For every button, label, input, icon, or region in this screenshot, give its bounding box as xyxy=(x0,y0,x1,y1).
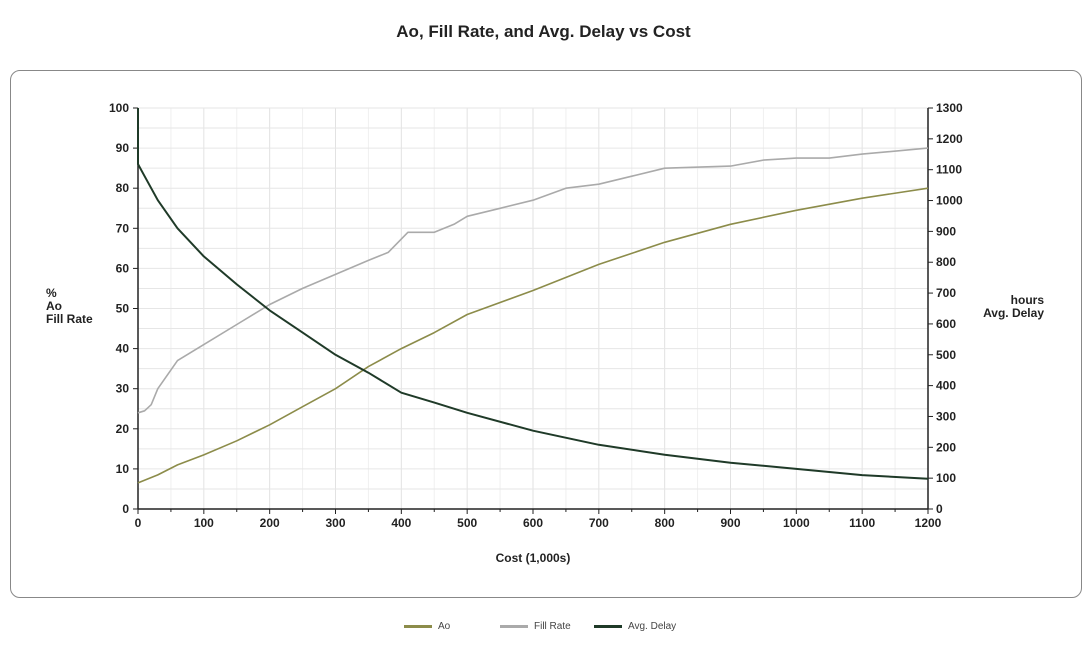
legend-item-avg-delay: Avg. Delay xyxy=(594,621,676,632)
x-tick-label: 600 xyxy=(523,516,543,530)
y-left-tick-label: 100 xyxy=(109,101,129,115)
y-left-label: % Ao Fill Rate xyxy=(46,287,93,326)
legend-item-fill-rate: Fill Rate xyxy=(500,621,571,632)
chart-title: Ao, Fill Rate, and Avg. Delay vs Cost xyxy=(396,22,691,41)
x-tick-label: 0 xyxy=(135,516,142,530)
x-tick-label: 400 xyxy=(391,516,411,530)
y-left-tick-label: 60 xyxy=(116,261,130,275)
x-tick-label: 500 xyxy=(457,516,477,530)
y-left-tick-label: 20 xyxy=(116,422,130,436)
y-right-label-line: hours xyxy=(1010,293,1044,307)
x-axis-label: Cost (1,000s) xyxy=(495,551,571,565)
x-tick-label: 200 xyxy=(260,516,280,530)
y-left-label-line: Fill Rate xyxy=(46,312,93,326)
y-left-tick-label: 40 xyxy=(116,342,130,356)
legend-swatch xyxy=(500,625,528,628)
y-right-tick-label: 1300 xyxy=(936,101,963,115)
y-left-tick-label: 50 xyxy=(116,302,130,316)
y-right-tick-label: 1100 xyxy=(936,163,962,177)
y-left-tick-label: 70 xyxy=(116,221,130,235)
y-left-tick-label: 90 xyxy=(116,141,130,155)
y-left-tick-label: 0 xyxy=(122,502,129,516)
x-tick-label: 700 xyxy=(589,516,609,530)
y-left-tick-label: 10 xyxy=(116,462,130,476)
x-tick-label: 800 xyxy=(655,516,675,530)
legend-swatch xyxy=(594,625,622,628)
y-right-tick-label: 600 xyxy=(936,317,956,331)
y-right-label-line: Avg. Delay xyxy=(983,306,1044,320)
y-left-label-line: % xyxy=(46,286,57,300)
series-line-avg-delay xyxy=(137,108,929,480)
y-right-tick-label: 300 xyxy=(936,409,956,423)
x-tick-label: 1200 xyxy=(915,516,942,530)
y-right-tick-label: 500 xyxy=(936,348,956,362)
x-tick-label: 900 xyxy=(720,516,740,530)
y-right-tick-label: 800 xyxy=(936,255,956,269)
x-tick-label: 1000 xyxy=(783,516,810,530)
chart-frame xyxy=(10,70,1082,598)
y-right-tick-label: 200 xyxy=(936,440,956,454)
legend-item-ao: Ao xyxy=(404,621,450,632)
y-right-tick-label: 400 xyxy=(936,379,956,393)
x-tick-label: 300 xyxy=(325,516,345,530)
y-right-tick-label: 1200 xyxy=(936,132,963,146)
y-right-tick-label: 700 xyxy=(936,286,956,300)
y-left-tick-label: 80 xyxy=(116,181,130,195)
y-right-tick-label: 0 xyxy=(936,502,943,516)
y-right-tick-label: 1000 xyxy=(936,194,963,208)
y-left-label-line: Ao xyxy=(46,299,62,313)
legend-swatch xyxy=(404,625,432,628)
y-right-label: hours Avg. Delay xyxy=(960,294,1044,320)
y-left-tick-label: 30 xyxy=(116,382,130,396)
y-right-tick-label: 900 xyxy=(936,224,956,238)
legend-label: Fill Rate xyxy=(534,621,571,632)
legend-label: Avg. Delay xyxy=(628,621,677,632)
x-tick-label: 100 xyxy=(194,516,214,530)
series-line-ao xyxy=(137,187,929,484)
legend-label: Ao xyxy=(438,621,451,632)
series-line-fill-rate xyxy=(137,147,929,414)
x-tick-label: 1100 xyxy=(849,516,875,530)
y-right-tick-label: 100 xyxy=(936,471,956,485)
